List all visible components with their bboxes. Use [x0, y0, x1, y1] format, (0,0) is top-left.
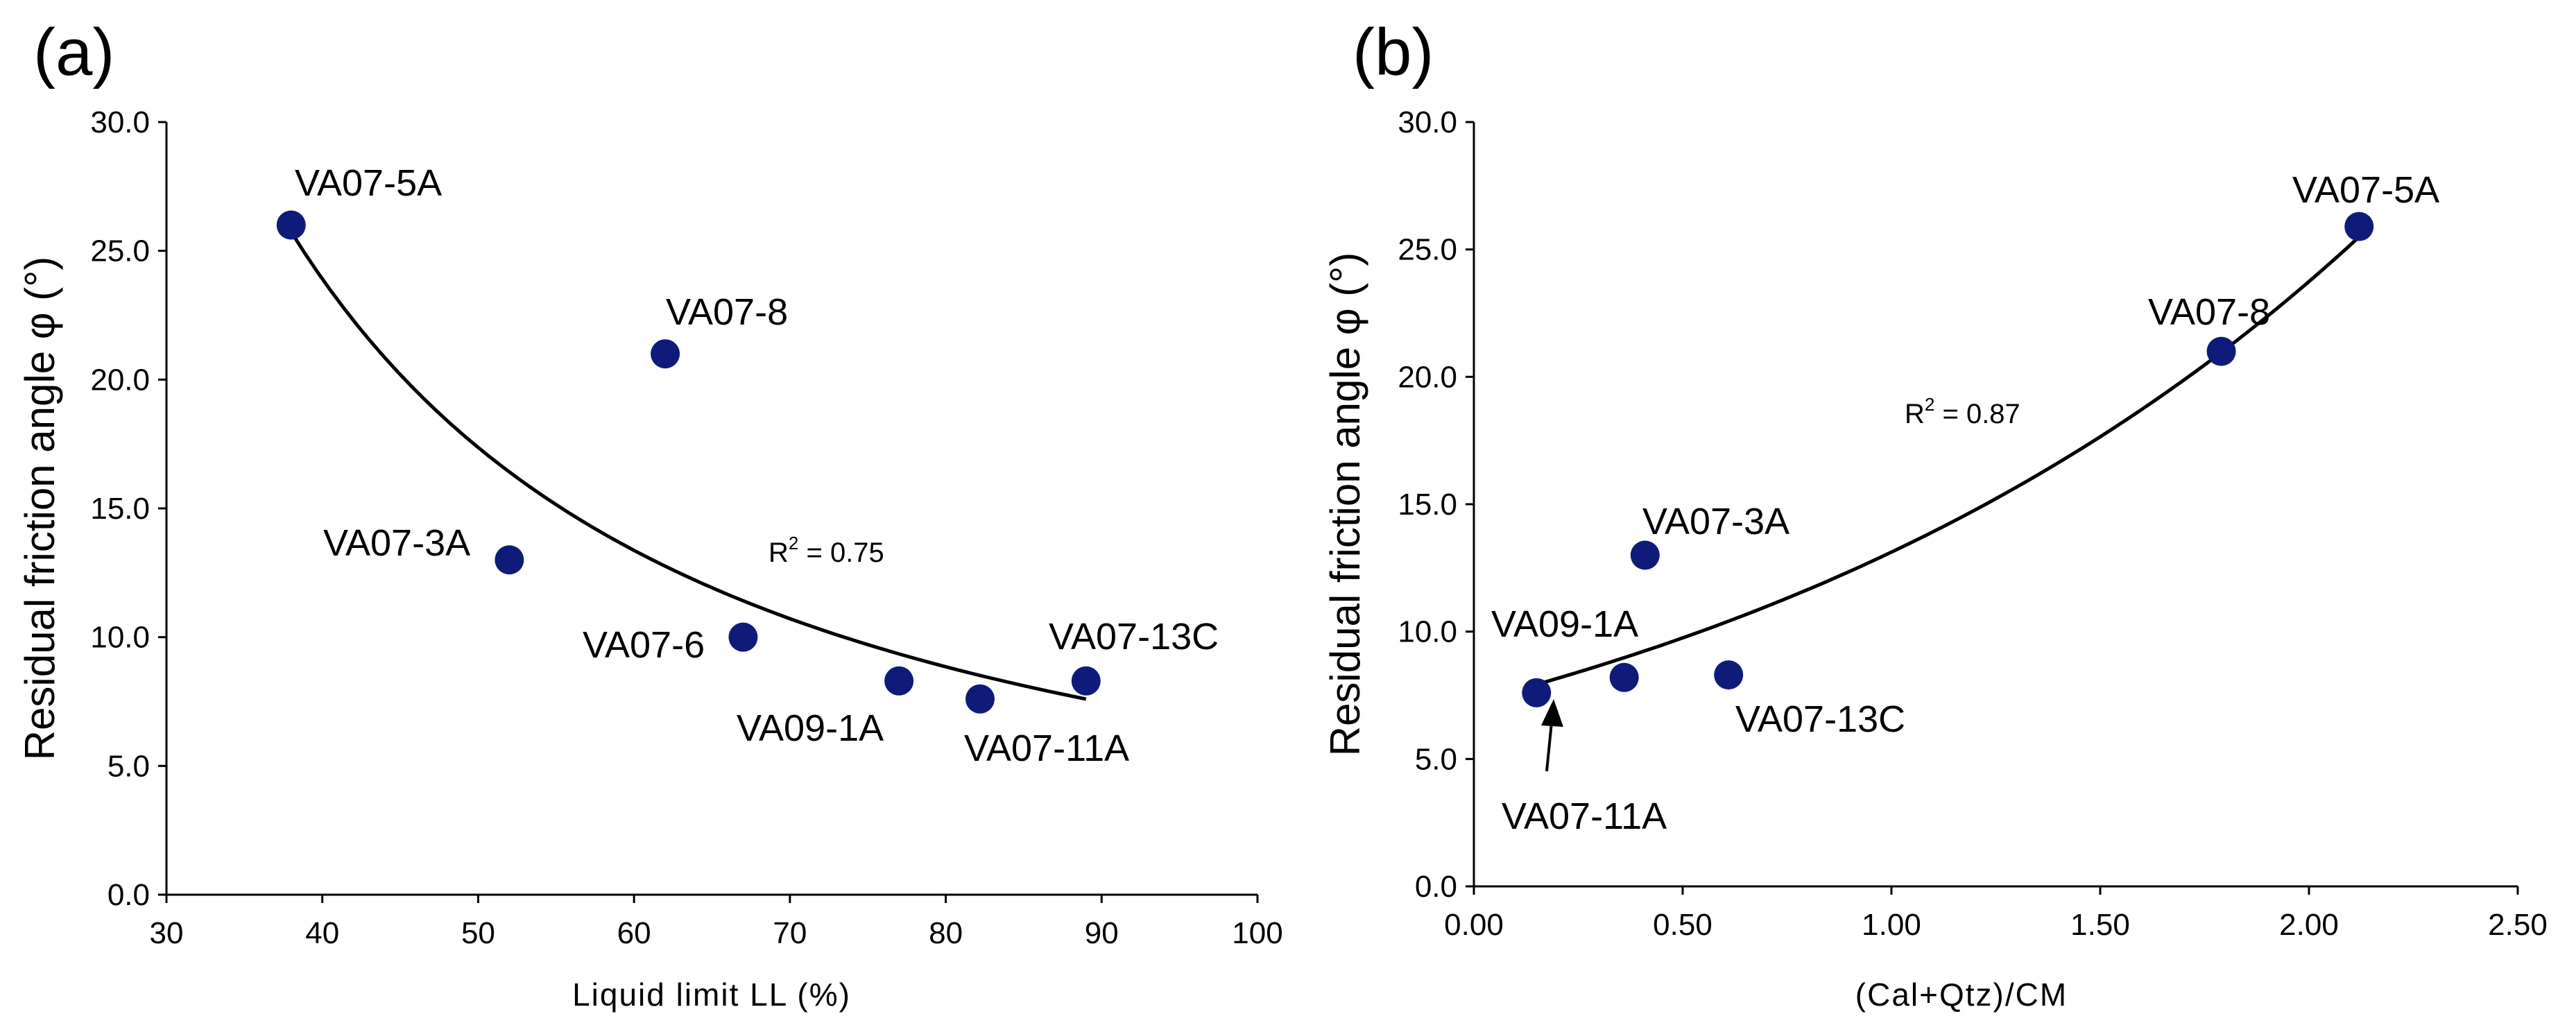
- panel-a-r2-value: = 0.75: [798, 538, 884, 568]
- panel-a-ytick-label: 15.0: [90, 492, 150, 526]
- panel-a-x-axis-title: Liquid limit LL (%): [572, 977, 851, 1013]
- panel-a-ytick-label: 5.0: [108, 749, 150, 783]
- panel-b-label-va07-5a: VA07-5A: [2292, 169, 2439, 211]
- panel-b-x-ticks: 0.00 0.50 1.00 1.50 2.00 2.50: [1444, 886, 2548, 942]
- panel-a-point-va07-8: [651, 339, 680, 369]
- panel-b-r2: R2 = 0.87: [1905, 394, 2020, 429]
- panel-a-point-va07-11a: [965, 684, 995, 714]
- panel-b-xtick-label: 1.50: [2070, 908, 2130, 942]
- panel-b-r2-exp: 2: [1925, 394, 1934, 415]
- panel-b-point-va07-8: [2206, 336, 2236, 366]
- panel-b-label-va07-11a: VA07-11A: [1502, 796, 1667, 837]
- panel-b-chart: (b) 0.0 5.0 10.0 15.0 20.0 25.0 30.0 0.00 0.50 1…: [1322, 15, 2548, 1013]
- panel-a-ytick-label: 10.0: [90, 621, 150, 655]
- panel-a-point-va07-6: [728, 622, 758, 652]
- panel-a-r2-prefix: R: [768, 538, 789, 568]
- panel-a-xtick-label: 30: [150, 916, 184, 950]
- panel-a-label-va07-3a: VA07-3A: [323, 522, 470, 564]
- panel-b-xtick-label: 2.50: [2488, 908, 2548, 942]
- panel-a-point-va07-5a: [276, 210, 306, 240]
- panel-a-xtick-label: 90: [1085, 916, 1119, 950]
- panel-b-label: (b): [1353, 15, 1434, 89]
- panel-b-ytick-label: 0.0: [1415, 870, 1457, 904]
- panel-a-ytick-label: 25.0: [90, 234, 150, 268]
- panel-b-ytick-label: 20.0: [1398, 360, 1457, 394]
- panel-a-point-va07-3a: [495, 545, 524, 575]
- panel-a-label-va07-5a: VA07-5A: [295, 162, 442, 204]
- panel-a-ytick-label: 30.0: [90, 105, 150, 139]
- panel-b-ytick-label: 15.0: [1398, 488, 1457, 522]
- panel-a-points: [276, 210, 1101, 714]
- panel-a-ytick-label: 0.0: [108, 878, 150, 912]
- panel-a-point-labels: VA07-5A VA07-8 VA07-3A VA07-6 VA09-1A VA…: [295, 162, 1219, 769]
- panel-a-xtick-label: 100: [1232, 916, 1282, 950]
- panel-b-arrow-shaft: [1545, 722, 1553, 772]
- panel-b-label-va07-3a: VA07-3A: [1642, 501, 1789, 542]
- panel-a-y-axis-title: Residual friction angle φ (°): [17, 257, 63, 761]
- panel-a-trendline: [289, 231, 1087, 701]
- panel-b-ytick-label: 10.0: [1398, 615, 1457, 649]
- panel-a-xtick-label: 70: [773, 916, 807, 950]
- panel-a-point-va09-1a: [884, 666, 914, 696]
- panel-a-label-va07-8: VA07-8: [666, 291, 788, 333]
- panel-b-label-va07-8: VA07-8: [2148, 291, 2270, 333]
- panel-b-label-va09-1a: VA09-1A: [1491, 603, 1638, 645]
- panel-b-y-ticks: 0.0 5.0 10.0 15.0 20.0 25.0 30.0: [1398, 105, 1474, 904]
- panel-a-xtick-label: 80: [929, 916, 963, 950]
- panel-b-point-va09-1a: [1609, 662, 1639, 692]
- panel-b-r2-prefix: R: [1905, 399, 1925, 429]
- panel-b-ytick-label: 25.0: [1398, 233, 1457, 267]
- panel-b-x-axis-title: (Cal+Qtz)/CM: [1855, 977, 2068, 1013]
- panel-a-label-va07-6: VA07-6: [583, 624, 705, 666]
- panel-a-r2-exp: 2: [789, 533, 798, 553]
- panel-a-y-ticks: 0.0 5.0 10.0 15.0 20.0 25.0 30.0: [90, 105, 166, 912]
- panel-b-xtick-label: 1.00: [1862, 908, 1921, 942]
- panel-a-label: (a): [33, 15, 114, 89]
- panel-b-xtick-label: 2.00: [2279, 908, 2339, 942]
- panel-b-ytick-label: 5.0: [1415, 742, 1457, 776]
- panel-b-point-labels: VA07-5A VA07-8 VA07-3A VA09-1A VA07-13C …: [1491, 169, 2439, 837]
- panel-a-r2: R2 = 0.75: [768, 533, 884, 568]
- panel-a-xtick-label: 60: [617, 916, 651, 950]
- panel-a-point-va07-13c: [1071, 666, 1101, 696]
- panel-a-label-va09-1a: VA09-1A: [737, 707, 884, 749]
- panel-a-chart: (a) 0.0 5.0 10.0 15.0 20.0 25.0 30.0 30 40 50 60 7…: [17, 15, 1283, 1013]
- panel-b-label-va07-13c: VA07-13C: [1735, 698, 1905, 740]
- panel-a-xtick-label: 40: [305, 916, 339, 950]
- panel-a-ytick-label: 20.0: [90, 363, 150, 397]
- panel-b-arrow-head: [1541, 699, 1563, 727]
- panel-b-y-axis-title: Residual friction angle φ (°): [1322, 252, 1368, 757]
- panel-b-point-va07-13c: [1714, 660, 1744, 690]
- panel-b-xtick-label: 0.00: [1444, 908, 1504, 942]
- panel-b-xtick-label: 0.50: [1653, 908, 1712, 942]
- panel-a-label-va07-11a: VA07-11A: [964, 728, 1129, 769]
- panel-a-label-va07-13c: VA07-13C: [1049, 616, 1219, 657]
- panel-b-ytick-label: 30.0: [1398, 105, 1457, 139]
- panel-b-point-va07-5a: [2344, 212, 2374, 241]
- panel-b-point-va07-11a: [1522, 678, 1552, 707]
- panel-b-point-va07-3a: [1630, 540, 1660, 570]
- panel-a-x-ticks: 30 40 50 60 70 80 90 100: [150, 895, 1283, 950]
- panel-b-r2-value: = 0.87: [1934, 399, 2020, 429]
- panel-b-points: [1522, 212, 2374, 707]
- panel-a-xtick-label: 50: [461, 916, 495, 950]
